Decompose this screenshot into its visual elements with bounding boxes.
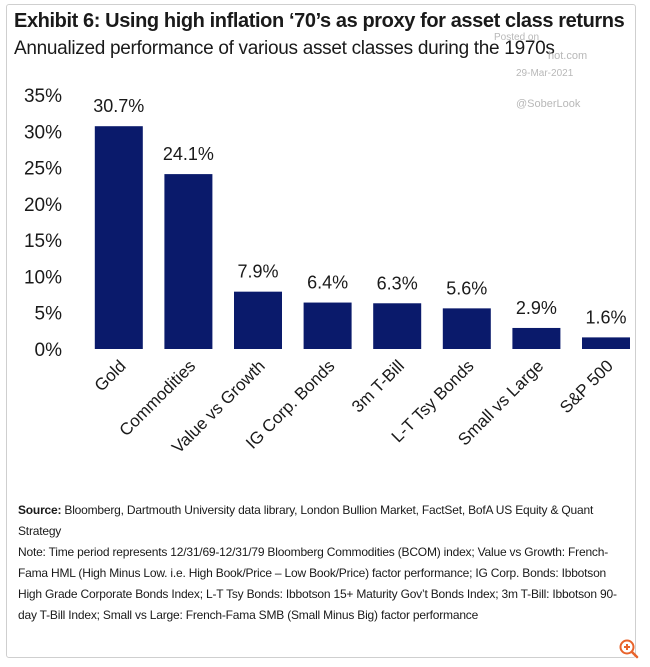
watermark-handle: @SoberLook (516, 98, 581, 110)
y-tick-label: 15% (24, 231, 62, 252)
y-tick-label: 10% (24, 267, 62, 288)
watermark-date: 29-Mar-2021 (516, 68, 574, 79)
y-tick-label: 30% (24, 122, 62, 143)
bar-s-p-500 (582, 337, 630, 349)
bar-small-vs-large (512, 327, 561, 349)
y-tick-label: 25% (24, 159, 62, 180)
watermark-site: hot.com (548, 50, 588, 62)
bar-ig-corp-bonds (303, 302, 352, 349)
watermark-posted: Posted on (494, 32, 540, 43)
bar-commodities (164, 174, 213, 349)
y-tick-label: 20% (24, 195, 62, 216)
y-tick-label: 5% (35, 304, 63, 325)
y-tick-label: 0% (35, 340, 63, 361)
chart-title: Exhibit 6: Using high inflation ‘70’s as… (14, 10, 625, 32)
bar-3m-t-bill (373, 303, 422, 349)
data-label: 5.6% (446, 278, 487, 298)
zoom-in-icon[interactable] (616, 636, 642, 662)
bar-l-t-tsy-bonds (442, 308, 491, 349)
bar-value-vs-growth (234, 291, 282, 349)
source-line: Source: Bloomberg, Dartmouth University … (18, 500, 624, 542)
y-tick-label: 35% (24, 86, 62, 107)
source-text: Bloomberg, Dartmouth University data lib… (18, 503, 594, 538)
footer-notes: Source: Bloomberg, Dartmouth University … (18, 500, 624, 626)
data-label: 6.3% (377, 273, 418, 293)
source-label: Source: (18, 503, 62, 517)
bar-chart: 0%5%10%15%20%25%30%35% 30.7%Gold24.1%Comm… (24, 86, 630, 457)
x-category-label: 3m T-Bill (348, 356, 408, 416)
bar-gold (94, 126, 143, 349)
data-label: 2.9% (516, 298, 557, 318)
data-label: 6.4% (307, 273, 348, 293)
x-category-label: Gold (91, 356, 130, 395)
data-label: 24.1% (163, 144, 214, 164)
data-label: 1.6% (585, 307, 626, 327)
data-label: 30.7% (93, 96, 144, 116)
x-category-label: S&P 500 (556, 356, 617, 417)
chart-subtitle: Annualized performance of various asset … (14, 38, 555, 59)
note-text: Note: Time period represents 12/31/69-12… (18, 545, 617, 622)
data-label: 7.9% (237, 262, 278, 282)
